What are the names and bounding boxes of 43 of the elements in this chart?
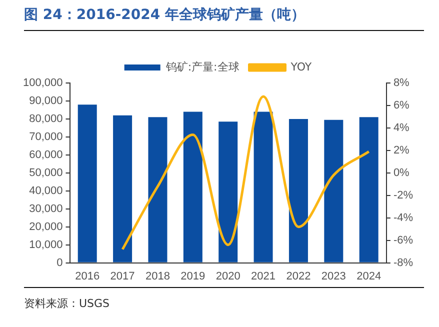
y-tick-label: 0 bbox=[56, 256, 63, 269]
chart-title: 图 24：2016-2024 年全球钨矿产量（吨） bbox=[24, 6, 424, 31]
x-tick-label: 2019 bbox=[180, 270, 206, 282]
y2-tick-label: 2% bbox=[393, 144, 410, 156]
y-tick-label: 100,000 bbox=[22, 77, 63, 90]
y-tick-label: 90,000 bbox=[29, 95, 63, 108]
y-tick-label: 20,000 bbox=[29, 220, 63, 233]
y-tick-label: 70,000 bbox=[29, 130, 63, 143]
x-tick-label: 2016 bbox=[75, 270, 100, 282]
y2-tick-label: 6% bbox=[393, 100, 410, 112]
x-tick-label: 2020 bbox=[216, 270, 240, 282]
bar bbox=[324, 120, 344, 262]
line-series bbox=[121, 95, 370, 251]
bar bbox=[113, 115, 132, 262]
bar bbox=[183, 112, 202, 262]
bar bbox=[218, 122, 238, 262]
x-tick-label: 2018 bbox=[145, 270, 170, 282]
legend-label: YOY bbox=[290, 60, 312, 74]
legend-label: 钨矿:产量:全球 bbox=[164, 60, 240, 74]
bar bbox=[254, 112, 273, 262]
bar bbox=[288, 118, 308, 262]
x-tick-label: 2023 bbox=[321, 270, 346, 282]
bar bbox=[78, 104, 97, 262]
y-tick-label: 30,000 bbox=[29, 202, 63, 215]
y2-tick-label: -2% bbox=[393, 189, 414, 202]
y-tick-label: 80,000 bbox=[29, 112, 63, 125]
y-tick-label: 50,000 bbox=[29, 166, 63, 179]
y2-tick-label: 8% bbox=[393, 77, 410, 90]
y2-tick-label: -8% bbox=[393, 256, 414, 269]
bar bbox=[148, 117, 168, 262]
y-tick-label: 60,000 bbox=[29, 148, 63, 161]
y2-tick-label: 0% bbox=[393, 166, 410, 179]
text: 资料来源：USGS bbox=[24, 287, 424, 311]
bar bbox=[359, 117, 378, 262]
x-tick-label: 2024 bbox=[356, 270, 382, 282]
y2-tick-label: 4% bbox=[393, 122, 410, 134]
x-tick-label: 2017 bbox=[110, 270, 135, 282]
x-tick-label: 2021 bbox=[251, 270, 276, 282]
x-tick-label: 2022 bbox=[286, 270, 311, 282]
y2-tick-label: -4% bbox=[393, 212, 414, 224]
y2-tick-label: -6% bbox=[393, 234, 414, 246]
y-tick-label: 40,000 bbox=[29, 184, 63, 197]
y-tick-label: 10,000 bbox=[29, 238, 63, 251]
